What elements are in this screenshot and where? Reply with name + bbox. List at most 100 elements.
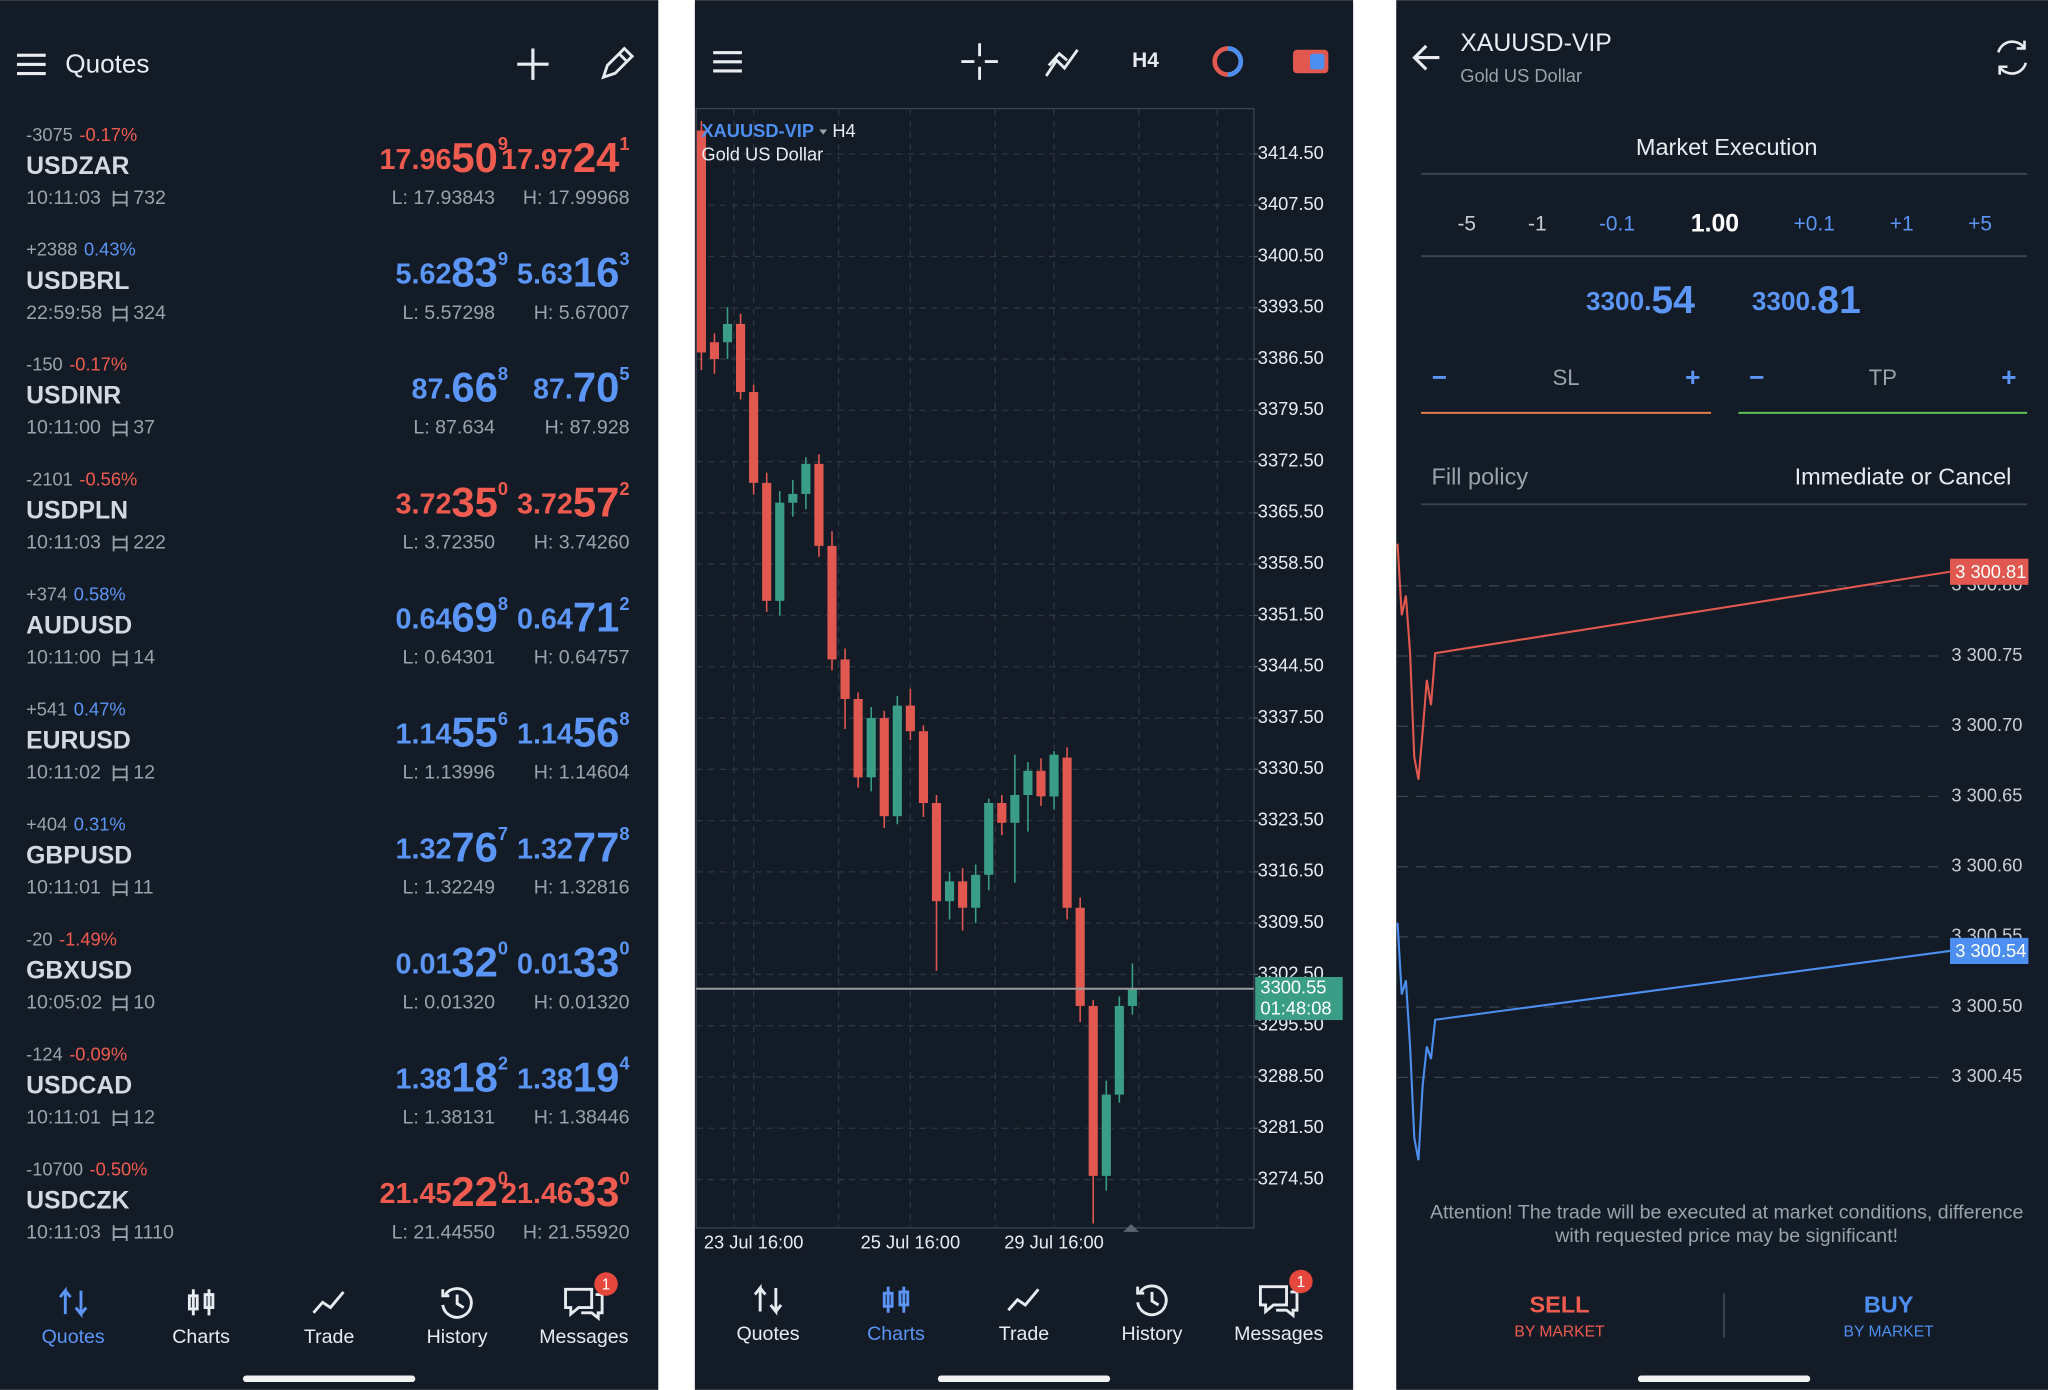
candle-body (1101, 1094, 1111, 1176)
bid-part: 66 (451, 364, 497, 411)
tab-label[interactable]: Messages (1234, 1323, 1323, 1345)
fill-policy-value[interactable]: Immediate or Cancel (1795, 463, 2012, 489)
quote-spread: 10 (133, 991, 155, 1013)
bid-part: 69 (451, 594, 497, 641)
volume-step[interactable]: -5 (1457, 212, 1476, 235)
candle-body (827, 545, 837, 660)
tab-label[interactable]: Quotes (42, 1326, 105, 1348)
bid-part: 18 (451, 1053, 497, 1100)
price-line (1396, 543, 1951, 780)
chart-screen (694, 0, 1354, 1390)
volume-step[interactable]: -0.1 (1599, 212, 1635, 235)
ask-part: 87. (533, 373, 573, 405)
candle-body (918, 731, 928, 804)
execution-type[interactable]: Market Execution (1636, 134, 1818, 160)
bid-part: 0.01 (396, 948, 452, 980)
x-tick-label: 25 Jul 16:00 (861, 1231, 961, 1252)
quote-change[interactable]: -124 (26, 1043, 63, 1064)
y-tick-label: 3393.50 (1258, 296, 1324, 317)
candle-body (762, 482, 772, 601)
tab-icon (882, 1286, 910, 1313)
menu-icon-bar[interactable] (713, 60, 742, 64)
tab-label[interactable]: History (427, 1326, 488, 1348)
buy-button[interactable]: BUY (1864, 1291, 1914, 1317)
ask-part: 0 (619, 1167, 629, 1188)
crosshair-icon[interactable] (961, 43, 998, 80)
ask-part: 2 (619, 593, 629, 614)
quote-spread: 11 (133, 876, 153, 898)
decrease-button[interactable]: − (1749, 362, 1764, 392)
tab-label[interactable]: History (1122, 1323, 1183, 1345)
menu-icon-bar[interactable] (713, 51, 742, 55)
quote-change[interactable]: +404 (26, 813, 67, 834)
increase-button[interactable]: + (2001, 362, 2016, 392)
y-tick-label: 3400.50 (1258, 244, 1324, 265)
y-tick-label: 3323.50 (1258, 808, 1324, 829)
quote-high: H: 3.74260 (534, 532, 630, 554)
back-icon[interactable] (1412, 44, 1440, 71)
y-tick-label: 3274.50 (1258, 1167, 1324, 1188)
home-indicator (1637, 1375, 1811, 1383)
y-tick-label: 3372.50 (1258, 449, 1324, 470)
tab-label[interactable]: Trade (999, 1323, 1050, 1345)
timeframe-button[interactable]: H4 (1132, 49, 1159, 72)
ask-part: 5 (619, 363, 629, 384)
indicator-icon[interactable] (1045, 48, 1079, 77)
increase-button[interactable]: + (1685, 362, 1700, 392)
decrease-button[interactable]: − (1432, 362, 1447, 392)
quote-pct: -0.09% (69, 1043, 127, 1064)
bid-part: 55 (451, 709, 497, 756)
volume-step[interactable]: +5 (1968, 212, 1992, 235)
chart-symbol[interactable]: XAUUSD-VIP (701, 120, 814, 141)
tab-label[interactable]: Quotes (736, 1323, 799, 1345)
sell-button[interactable]: SELL (1529, 1291, 1589, 1317)
countdown-label: 01:48:08 (1260, 997, 1331, 1018)
chart-timeframe: H4 (832, 120, 855, 141)
quote-symbol: GBPUSD (26, 843, 132, 870)
order-symbol: XAUUSD-VIP (1460, 30, 1612, 57)
quote-change[interactable]: +541 (26, 699, 67, 720)
bid-part: 50 (451, 134, 497, 181)
home-indicator (937, 1375, 1111, 1383)
tab-label[interactable]: Charts (172, 1326, 230, 1348)
refresh-icon[interactable] (1997, 40, 2028, 75)
candle-body (905, 705, 915, 732)
menu-icon-bar[interactable] (16, 62, 46, 66)
quote-change[interactable]: -20 (26, 928, 52, 949)
quote-ask: 17.97241 (501, 133, 630, 181)
candle-body (736, 323, 746, 393)
quote-change[interactable]: -150 (26, 354, 63, 375)
quote-high: H: 1.32816 (534, 876, 630, 898)
quotes-screen (0, 0, 659, 1390)
volume-step[interactable]: +0.1 (1794, 212, 1835, 235)
quote-change[interactable]: -3075 (26, 124, 73, 145)
edit-icon[interactable] (601, 46, 635, 80)
quote-high: H: 1.38446 (534, 1106, 630, 1128)
buy-subtitle: BY MARKET (1844, 1324, 1935, 1341)
candle-body (840, 659, 850, 699)
period-icon-hand (1227, 46, 1244, 77)
quote-change[interactable]: -10700 (26, 1158, 83, 1179)
ask-part: 1.14 (517, 718, 573, 750)
ask-part: 8 (619, 823, 629, 844)
candle-body (722, 323, 733, 343)
quote-change[interactable]: +2388 (26, 239, 77, 260)
ask-part: 1 (619, 133, 629, 154)
bid-part: 9 (498, 248, 508, 269)
volume-step[interactable]: +1 (1890, 212, 1914, 235)
tab-icon (1136, 1284, 1168, 1317)
menu-icon-bar[interactable] (713, 69, 742, 73)
tab-label[interactable]: Messages (539, 1326, 628, 1348)
add-icon[interactable] (517, 48, 549, 80)
quote-change[interactable]: +374 (26, 584, 67, 605)
home-indicator (242, 1375, 416, 1383)
tab-label[interactable]: Trade (304, 1326, 355, 1348)
tab-label[interactable]: Charts (867, 1323, 925, 1345)
quote-change[interactable]: -2101 (26, 469, 73, 490)
menu-icon-bar[interactable] (16, 71, 46, 76)
y-tick-label: 3358.50 (1258, 552, 1324, 573)
volume-step[interactable]: -1 (1528, 212, 1547, 235)
menu-icon-bar[interactable] (16, 53, 46, 57)
quote-bid: 1.14556 (396, 708, 509, 756)
